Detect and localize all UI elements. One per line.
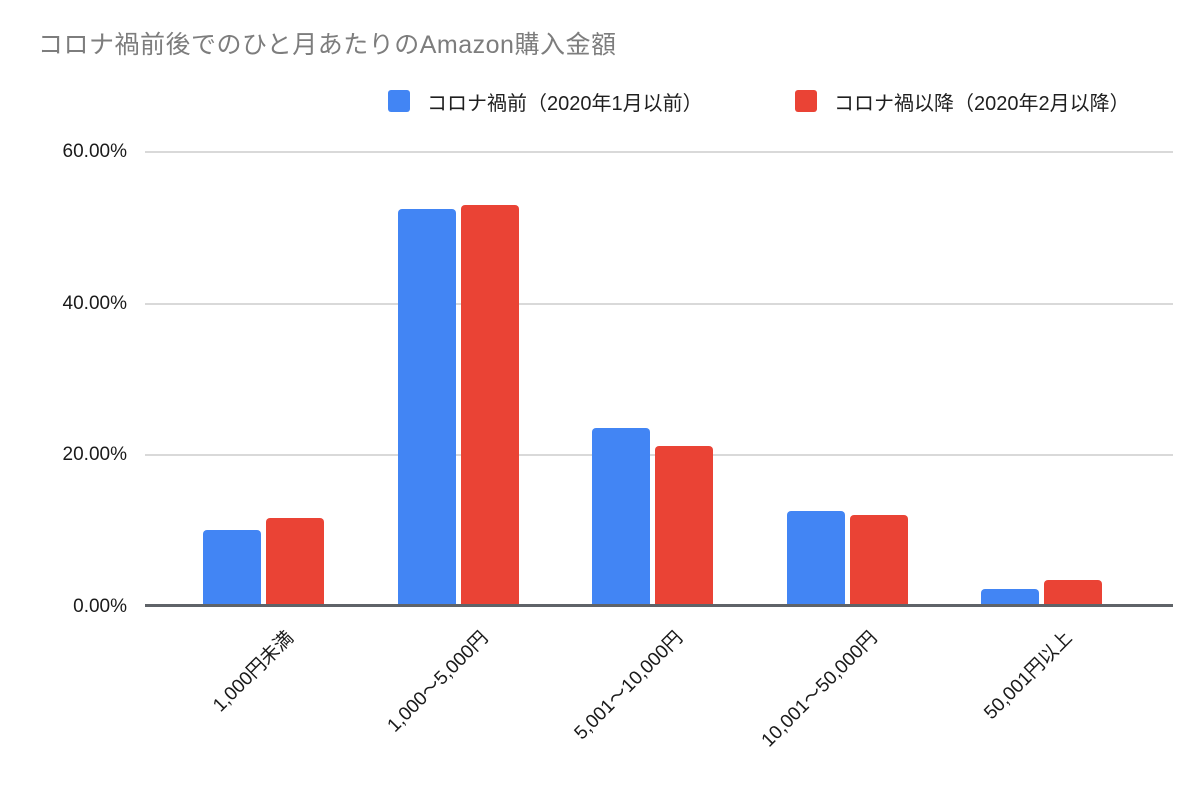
legend-label-post-covid: コロナ禍以降（2020年2月以降）	[834, 92, 1130, 115]
bar-post-covid	[266, 518, 324, 604]
bar-post-covid	[460, 205, 519, 604]
x-axis-label: 1,000円未満	[209, 627, 299, 717]
bar-post-covid	[655, 446, 713, 604]
legend-item-post-covid: コロナ禍以降（2020年2月以降）	[795, 86, 1130, 116]
legend: コロナ禍前（2020年1月以前） コロナ禍以降（2020年2月以降）	[0, 86, 1203, 116]
bar-post-covid	[849, 515, 908, 604]
x-axis-label: 1,000～5,000円	[383, 627, 493, 737]
gridline	[145, 151, 1173, 153]
gridline	[145, 302, 1173, 305]
bar-pre-covid	[592, 428, 650, 604]
y-axis-label: 0.00%	[73, 596, 127, 617]
legend-swatch-blue-icon	[388, 90, 410, 112]
bar-pre-covid	[981, 589, 1039, 604]
legend-item-pre-covid: コロナ禍前（2020年1月以前）	[388, 86, 703, 116]
y-axis-label: 60.00%	[62, 141, 127, 162]
chart-title: コロナ禍前後でのひと月あたりのAmazon購入金額	[38, 31, 617, 59]
x-axis-label: 50,001円以上	[980, 627, 1077, 724]
legend-swatch-red-icon	[795, 90, 817, 112]
y-axis-label: 20.00%	[62, 444, 127, 466]
bar-pre-covid	[397, 209, 456, 604]
bar-pre-covid	[786, 511, 845, 604]
x-axis-label: 5,001～10,000円	[570, 627, 688, 744]
x-axis-label: 10,001～50,000円	[757, 627, 882, 752]
bar-pre-covid	[203, 530, 261, 604]
plot-area	[145, 151, 1173, 607]
bar-post-covid	[1044, 580, 1102, 604]
legend-label-pre-covid: コロナ禍前（2020年1月以前）	[427, 92, 703, 115]
y-axis-label: 40.00%	[62, 292, 127, 314]
